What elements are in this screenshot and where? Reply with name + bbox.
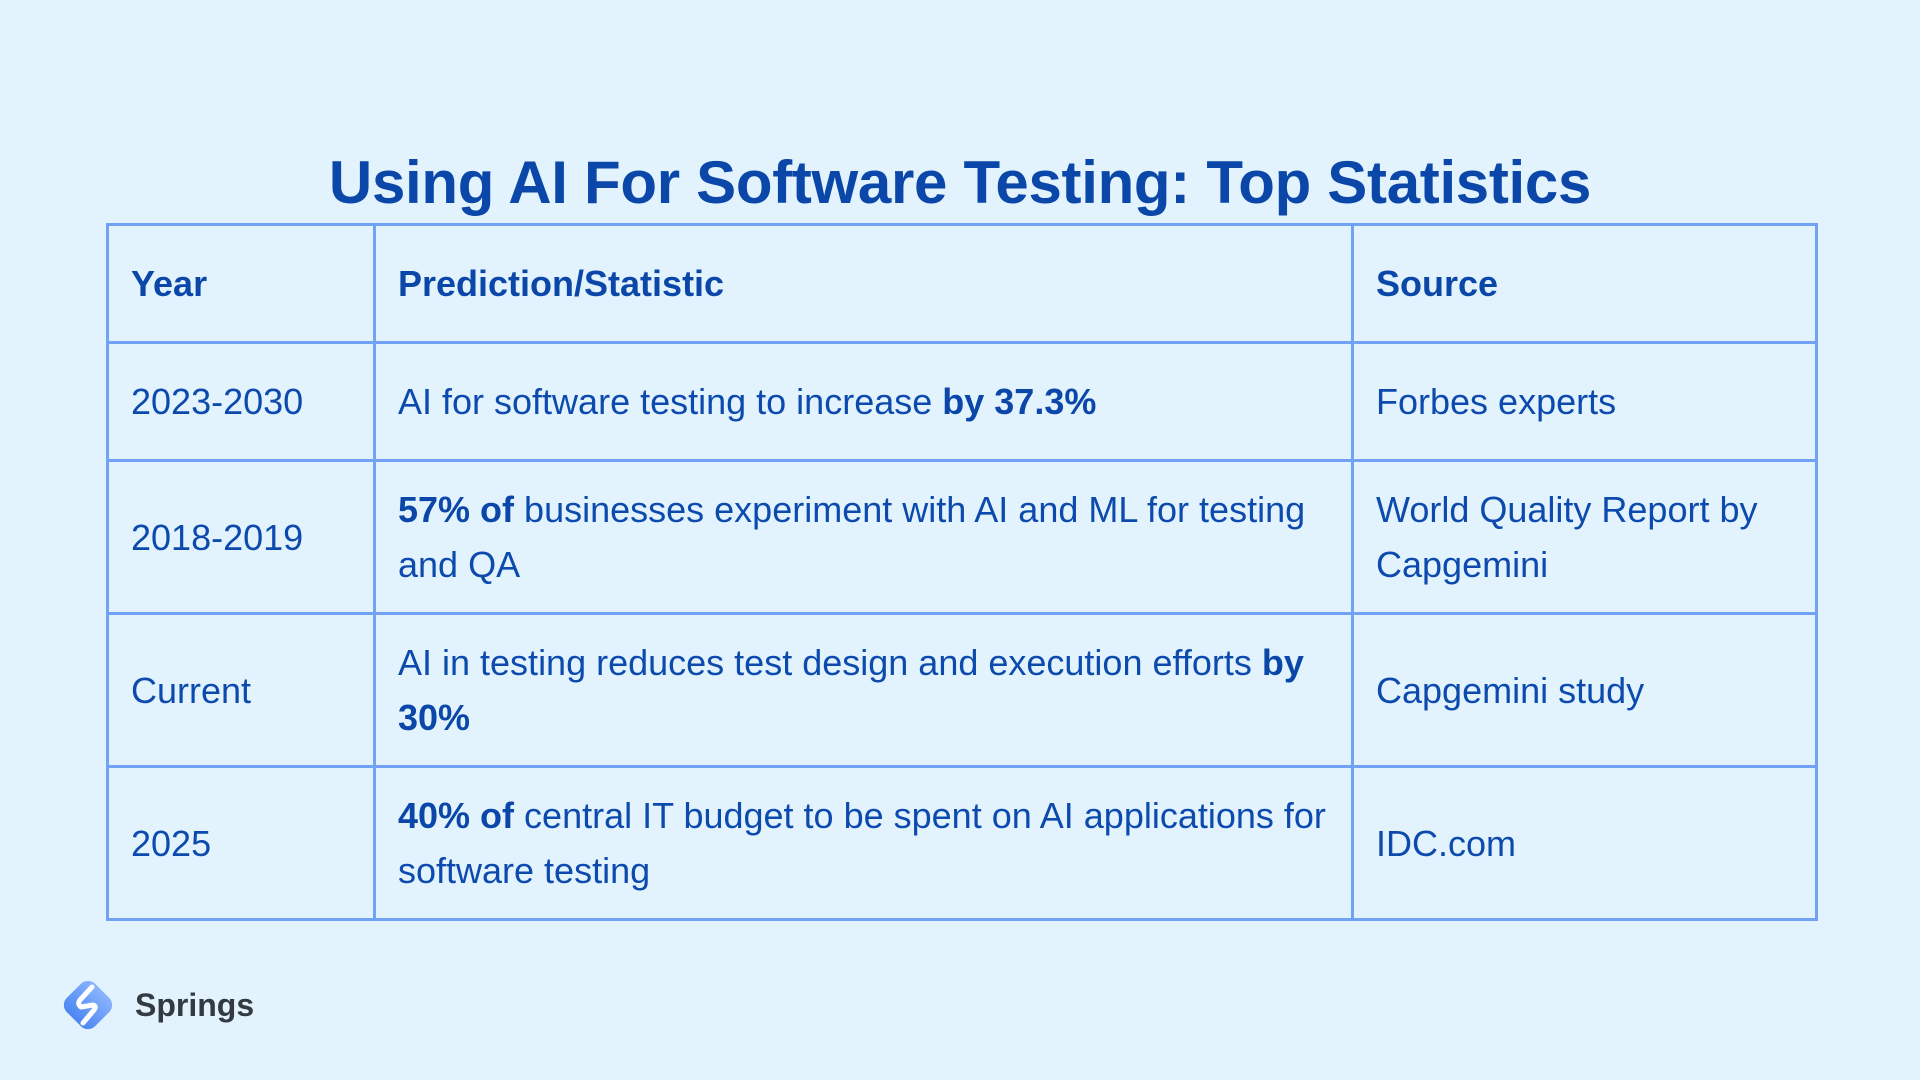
- cell-year: Current: [106, 612, 376, 768]
- statistic-text: central IT budget to be spent on AI appl…: [398, 795, 1326, 891]
- brand-logo: Springs: [55, 972, 254, 1038]
- column-header-source: Source: [1351, 223, 1818, 344]
- table-row: 2025 40% of central IT budget to be spen…: [106, 765, 1818, 921]
- cell-statistic: AI for software testing to increase by 3…: [373, 341, 1354, 462]
- cell-source: World Quality Report by Capgemini: [1351, 459, 1818, 615]
- table-row: 2018-2019 57% of businesses experiment w…: [106, 459, 1818, 615]
- cell-year: 2025: [106, 765, 376, 921]
- column-header-year: Year: [106, 223, 376, 344]
- statistic-highlight: by 37.3%: [942, 381, 1097, 422]
- cell-year: 2023-2030: [106, 341, 376, 462]
- column-header-prediction: Prediction/Statistic: [373, 223, 1354, 344]
- brand-name: Springs: [135, 986, 255, 1023]
- springs-logo-icon: [63, 980, 113, 1030]
- table-header-row: Year Prediction/Statistic Source: [106, 223, 1818, 344]
- cell-statistic: AI in testing reduces test design and ex…: [373, 612, 1354, 768]
- cell-source: Forbes experts: [1351, 341, 1818, 462]
- statistic-highlight: 57% of: [398, 489, 515, 530]
- table-row: Current AI in testing reduces test desig…: [106, 612, 1818, 768]
- table-row: 2023-2030 AI for software testing to inc…: [106, 341, 1818, 462]
- cell-statistic: 40% of central IT budget to be spent on …: [373, 765, 1354, 921]
- cell-year: 2018-2019: [106, 459, 376, 615]
- statistic-highlight: 40% of: [398, 795, 515, 836]
- statistic-text: businesses experiment with AI and ML for…: [398, 489, 1306, 585]
- cell-source: IDC.com: [1351, 765, 1818, 921]
- cell-statistic: 57% of businesses experiment with AI and…: [373, 459, 1354, 615]
- statistic-highlight: by 30%: [398, 642, 1304, 738]
- statistics-table: Year Prediction/Statistic Source 2023-20…: [106, 223, 1818, 921]
- cell-source: Capgemini study: [1351, 612, 1818, 768]
- page-title: Using AI For Software Testing: Top Stati…: [328, 149, 1592, 217]
- statistic-text: AI in testing reduces test design and ex…: [398, 642, 1262, 683]
- statistic-text: AI for software testing to increase: [398, 381, 943, 422]
